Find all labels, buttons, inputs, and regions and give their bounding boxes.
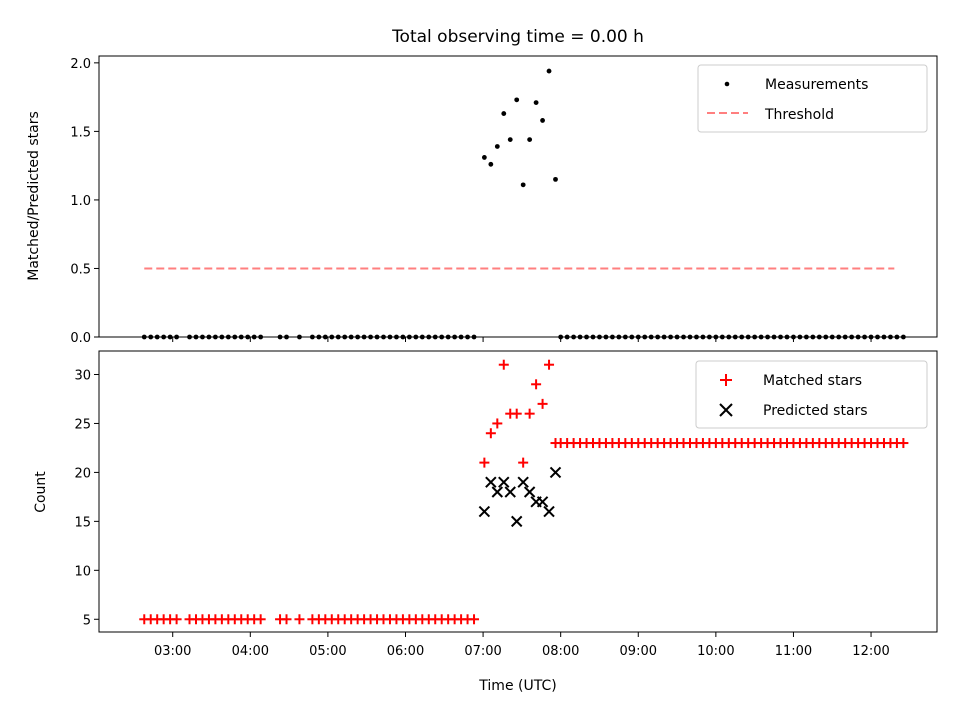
x-tick-label: 06:00 xyxy=(387,644,424,659)
measurement-point xyxy=(533,100,539,106)
matched-point xyxy=(479,457,490,468)
predicted-point xyxy=(478,505,491,518)
matched-point xyxy=(485,428,496,439)
count-x-ticks: 03:00 04:00 05:00 06:00 07:00 08:00 09:00 10:00… xyxy=(154,632,890,659)
measurement-point xyxy=(507,137,513,143)
matched-point xyxy=(469,614,480,625)
ratio-y-tick-label: 1.5 xyxy=(70,125,91,140)
predicted-point xyxy=(536,496,549,508)
matched-point xyxy=(294,614,305,625)
legend-measurements-label: Measurements xyxy=(765,77,868,93)
count-y-tick-label: 20 xyxy=(74,466,91,481)
matched-point xyxy=(498,359,509,370)
matched-point xyxy=(544,359,555,370)
matched-point xyxy=(255,614,266,625)
matched-point xyxy=(537,398,548,409)
matched-point xyxy=(511,408,522,419)
measurement-point xyxy=(501,111,507,116)
measurement-point xyxy=(527,137,533,143)
x-tick-label: 03:00 xyxy=(154,644,191,659)
x-axis-label: Time (UTC) xyxy=(478,678,556,694)
count-legend-box xyxy=(695,360,928,429)
matched-point xyxy=(171,614,182,625)
chart-title: Total observing time = 0.00 h xyxy=(391,27,644,47)
x-tick-label: 05:00 xyxy=(309,644,346,659)
count-y-tick-label: 10 xyxy=(74,564,91,579)
ratio-y-ticks: 0.0 0.5 1.0 1.5 2.0 xyxy=(70,57,99,346)
measurement-point xyxy=(481,155,487,160)
matched-point xyxy=(524,408,535,419)
matched-point xyxy=(898,438,909,449)
x-tick-label: 08:00 xyxy=(542,644,579,659)
ratio-legend: Measurements Threshold xyxy=(697,64,928,133)
predicted-point xyxy=(485,476,497,488)
x-tick-label: 11:00 xyxy=(775,644,812,659)
legend-matched-label: Matched stars xyxy=(763,373,862,389)
legend-matched-marker xyxy=(720,374,732,386)
count-panel: 5 10 15 20 25 30 03:00 04:00 05:00 06:00 07:00 08:… xyxy=(33,350,938,694)
predicted-point xyxy=(498,476,510,488)
legend-predicted-label: Predicted stars xyxy=(763,403,868,419)
predicted-point xyxy=(543,505,555,518)
measurement-point xyxy=(520,182,526,188)
count-y-label: Count xyxy=(33,471,49,513)
count-y-tick-label: 15 xyxy=(74,515,91,530)
ratio-y-tick-label: 1.0 xyxy=(70,194,91,209)
predicted-point xyxy=(517,476,529,488)
ratio-axes-frame xyxy=(98,55,938,338)
x-tick-label: 07:00 xyxy=(464,644,501,659)
predicted-point xyxy=(510,515,523,528)
ratio-y-tick-label: 0.0 xyxy=(70,331,91,346)
ratio-y-tick-label: 0.5 xyxy=(70,262,91,277)
matched-point xyxy=(281,614,292,625)
measurement-point xyxy=(553,176,558,182)
predicted-point xyxy=(491,486,504,498)
legend-measurements-marker xyxy=(724,81,730,87)
x-tick-label: 09:00 xyxy=(620,644,657,659)
x-tick-label: 10:00 xyxy=(697,644,734,659)
count-y-tick-label: 25 xyxy=(74,417,91,432)
measurement-point xyxy=(546,68,552,74)
count-axes-frame xyxy=(98,350,938,633)
matched-point xyxy=(531,379,542,390)
ratio-y-tick-label: 2.0 xyxy=(70,57,91,72)
measurement-point xyxy=(540,118,545,123)
ratio-legend-box xyxy=(697,64,928,133)
legend-predicted-marker xyxy=(719,403,733,417)
matched-point xyxy=(492,418,503,429)
x-tick-label: 12:00 xyxy=(852,644,889,659)
measurement-point xyxy=(494,144,500,149)
measurement-point xyxy=(514,97,520,103)
predicted-point xyxy=(523,486,536,498)
x-tick-label: 04:00 xyxy=(232,644,269,659)
count-marks xyxy=(139,359,909,625)
predicted-point xyxy=(504,486,516,498)
count-y-tick-label: 5 xyxy=(83,613,91,628)
count-legend: Matched stars Predicted stars xyxy=(695,360,928,429)
count-y-ticks: 5 10 15 20 25 30 xyxy=(74,368,99,628)
ratio-y-label: Matched/Predicted stars xyxy=(26,111,42,281)
legend-threshold-label: Threshold xyxy=(764,107,834,123)
ratio-x-ticks xyxy=(172,337,872,342)
predicted-point xyxy=(549,466,562,479)
ratio-panel: 0.00.51.01.52.0 Matched/Predicted stars … xyxy=(26,55,938,346)
matched-point xyxy=(518,457,529,468)
measurement-point xyxy=(488,161,494,167)
count-y-tick-label: 30 xyxy=(74,368,91,383)
